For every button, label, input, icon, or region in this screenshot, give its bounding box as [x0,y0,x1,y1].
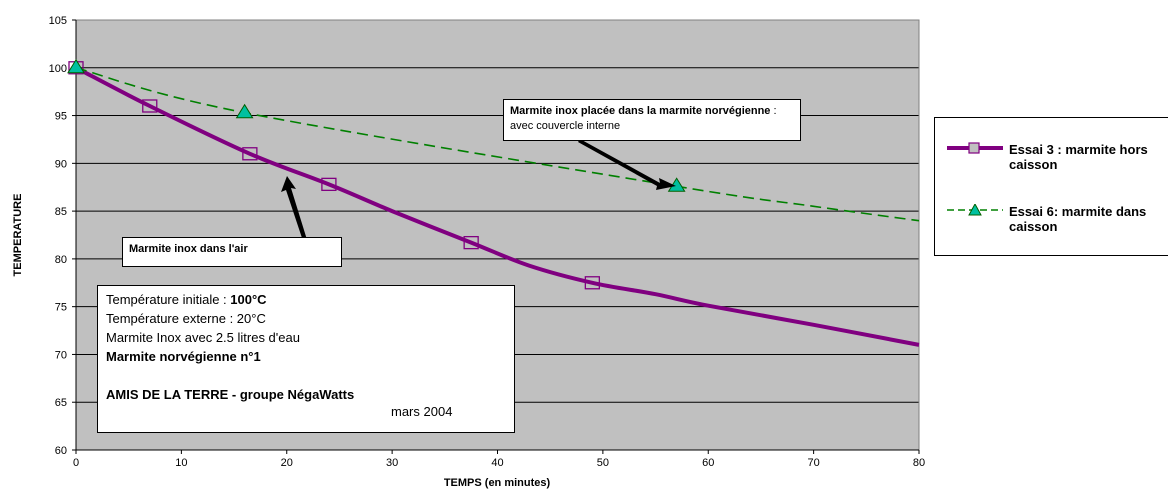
info-line-initial-temp: Température initiale : 100°C [106,290,506,309]
x-tick-label: 40 [491,457,503,469]
x-tick-label: 80 [913,457,925,469]
x-tick-label: 30 [386,457,398,469]
info-initial-temp-label: Température initiale : [106,292,231,307]
legend-label-essai-3: Essai 3 : marmite hors caisson [1009,142,1148,172]
info-line-pot: Marmite Inox avec 2.5 litres d'eau [106,330,300,345]
x-tick-label: 50 [597,457,609,469]
x-tick-label: 0 [73,457,79,469]
info-box: Température initiale : 100°C Température… [97,285,515,433]
x-axis-ticks: 0 10 20 30 40 50 60 70 80 [73,450,925,469]
marker-square [321,177,337,192]
y-tick-label: 60 [55,445,67,457]
x-tick-label: 10 [175,457,187,469]
marker-square [463,235,479,250]
series-line-essai-3 [75,66,920,347]
y-tick-label: 80 [55,254,67,266]
legend-symbol-essai-6 [947,204,1003,216]
y-tick-label: 100 [49,63,67,75]
legend-symbol-essai-3 [947,142,1003,154]
info-initial-temp-value: 100°C [230,292,267,307]
marker-triangle [67,58,85,74]
y-tick-label: 85 [55,206,67,218]
series-group [67,58,920,347]
y-tick-label: 105 [49,15,67,27]
info-line-date: mars 2004 [391,404,453,419]
y-tick-label: 65 [55,397,67,409]
x-tick-label: 60 [702,457,714,469]
annotation-caisson-bold: Marmite inox placée dans la marmite norv… [510,105,771,117]
x-axis-label: TEMPS (en minutes) [444,477,551,489]
marker-square [242,147,258,161]
x-tick-label: 70 [808,457,820,469]
y-axis-label: TEMPERATURE [12,194,24,277]
marker-square [142,99,158,113]
info-line-org: AMIS DE LA TERRE - groupe NégaWatts [106,387,355,402]
info-line-external-temp: Température externe : 20°C [106,311,266,326]
marker-triangle [235,103,254,119]
marker-square [584,276,600,290]
y-tick-label: 70 [55,349,67,361]
y-tick-label: 95 [55,111,67,123]
legend-label-essai-6: Essai 6: marmite dans caisson [1009,204,1147,234]
legend: Essai 3 : marmite hors caisson Essai 6: … [934,117,1168,256]
arrow-air [281,176,308,244]
y-axis-ticks: 60 65 70 75 80 85 90 95 100 105 [49,15,76,457]
info-line-marmite: Marmite norvégienne n°1 [106,349,261,364]
y-tick-label: 75 [55,302,67,314]
annotation-caisson-normal: : avec couvercle interne [510,105,777,132]
annotation-air: Marmite inox dans l'air [122,237,342,267]
info-spacer [106,366,506,385]
arrow-caisson [578,139,676,190]
x-tick-label: 20 [281,457,293,469]
y-tick-label: 90 [55,158,67,170]
annotation-arrows [281,139,676,244]
annotation-caisson: Marmite inox placée dans la marmite norv… [503,99,801,141]
annotation-air-text: Marmite inox dans l'air [129,243,248,255]
